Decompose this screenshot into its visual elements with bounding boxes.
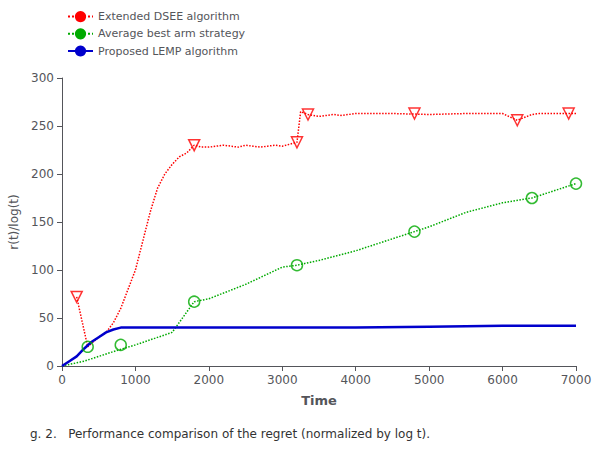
svg-text:6000: 6000 bbox=[487, 373, 518, 387]
svg-text:Proposed LEMP algorithm: Proposed LEMP algorithm bbox=[98, 45, 238, 58]
svg-text:300: 300 bbox=[31, 71, 54, 85]
svg-text:50: 50 bbox=[39, 311, 54, 325]
svg-text:150: 150 bbox=[31, 215, 54, 229]
svg-text:3000: 3000 bbox=[267, 373, 298, 387]
svg-text:Extended DSEE algorithm: Extended DSEE algorithm bbox=[98, 10, 240, 23]
svg-text:Time: Time bbox=[301, 393, 337, 408]
svg-text:r(t)/log(t): r(t)/log(t) bbox=[7, 194, 21, 249]
svg-text:1000: 1000 bbox=[120, 373, 151, 387]
svg-text:5000: 5000 bbox=[414, 373, 445, 387]
svg-text:0: 0 bbox=[46, 359, 54, 373]
svg-text:250: 250 bbox=[31, 119, 54, 133]
svg-text:0: 0 bbox=[58, 373, 66, 387]
svg-text:7000: 7000 bbox=[561, 373, 592, 387]
svg-text:g. 2. Performance comparison: g. 2. Performance comparison of the regr… bbox=[30, 427, 430, 441]
svg-text:Average best arm strategy: Average best arm strategy bbox=[98, 27, 246, 40]
svg-text:2000: 2000 bbox=[194, 373, 225, 387]
svg-text:200: 200 bbox=[31, 167, 54, 181]
svg-text:100: 100 bbox=[31, 263, 54, 277]
svg-text:4000: 4000 bbox=[340, 373, 371, 387]
